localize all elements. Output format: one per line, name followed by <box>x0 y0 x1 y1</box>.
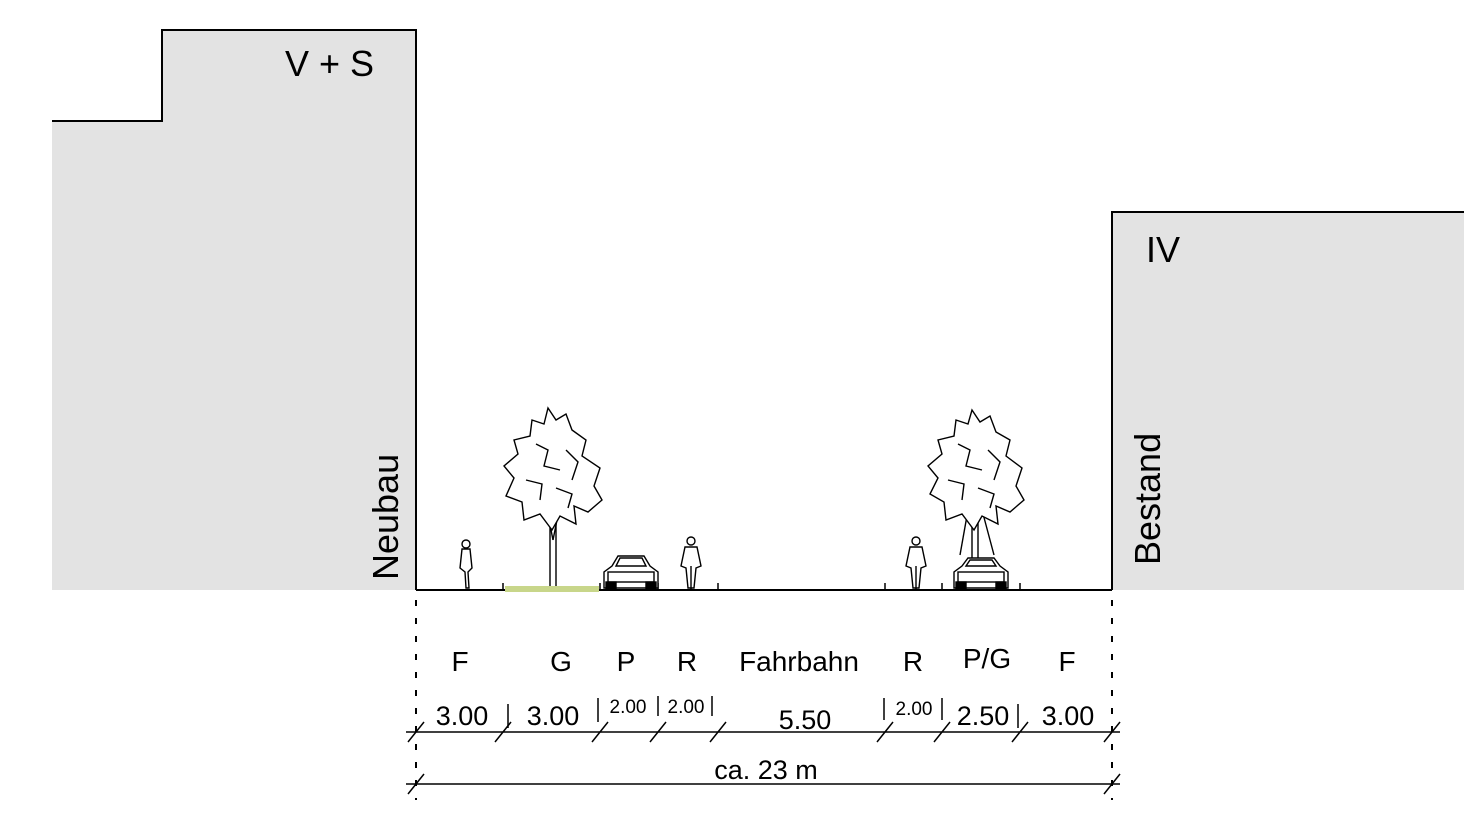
pedestrian-icon <box>459 539 473 589</box>
cyclist-left-icon <box>680 536 702 590</box>
parked-car-right-icon <box>953 557 1009 590</box>
section-width: 3.00 <box>436 701 489 731</box>
section-width: 2.00 <box>668 697 705 718</box>
right-building <box>1112 212 1464 590</box>
section-label: R <box>677 646 697 677</box>
left-building-outline <box>52 29 417 590</box>
curb-marks <box>502 583 1021 590</box>
section-dimension-separators <box>507 696 1019 728</box>
right-building-outline <box>1111 211 1464 590</box>
right-building-label: Bestand <box>1127 433 1168 565</box>
parked-car-left-icon <box>603 555 659 590</box>
section-width: 3.00 <box>1042 701 1095 731</box>
section-dimension-ticks <box>407 721 1121 743</box>
section-width: 3.00 <box>527 701 580 731</box>
left-building-storeys: V + S <box>285 43 374 84</box>
cyclist-right-icon <box>905 536 927 590</box>
left-building-label: Neubau <box>365 454 406 580</box>
section-widths: 3.00 3.00 2.00 2.00 5.50 2.00 2.50 3.00 <box>436 697 1095 735</box>
section-width: 2.00 <box>610 697 647 718</box>
section-width: 2.00 <box>896 699 933 720</box>
section-label: Fahrbahn <box>739 646 859 677</box>
section-label: R <box>903 646 923 677</box>
section-width: 5.50 <box>779 705 832 735</box>
tree-left-icon <box>503 406 603 586</box>
total-dimension-ticks <box>407 773 1121 795</box>
section-label: F <box>451 646 468 677</box>
section-labels: F G P R Fahrbahn R P/G F <box>451 643 1075 677</box>
section-label: P <box>617 646 636 677</box>
section-label: P/G <box>963 643 1011 674</box>
section-label: F <box>1058 646 1075 677</box>
tree-right-icon <box>927 408 1025 560</box>
left-building <box>52 30 416 590</box>
section-width: 2.50 <box>957 701 1010 731</box>
section-label: G <box>550 646 572 677</box>
total-width: ca. 23 m <box>714 755 818 785</box>
green-strip <box>505 586 599 592</box>
right-building-storeys: IV <box>1146 229 1180 270</box>
